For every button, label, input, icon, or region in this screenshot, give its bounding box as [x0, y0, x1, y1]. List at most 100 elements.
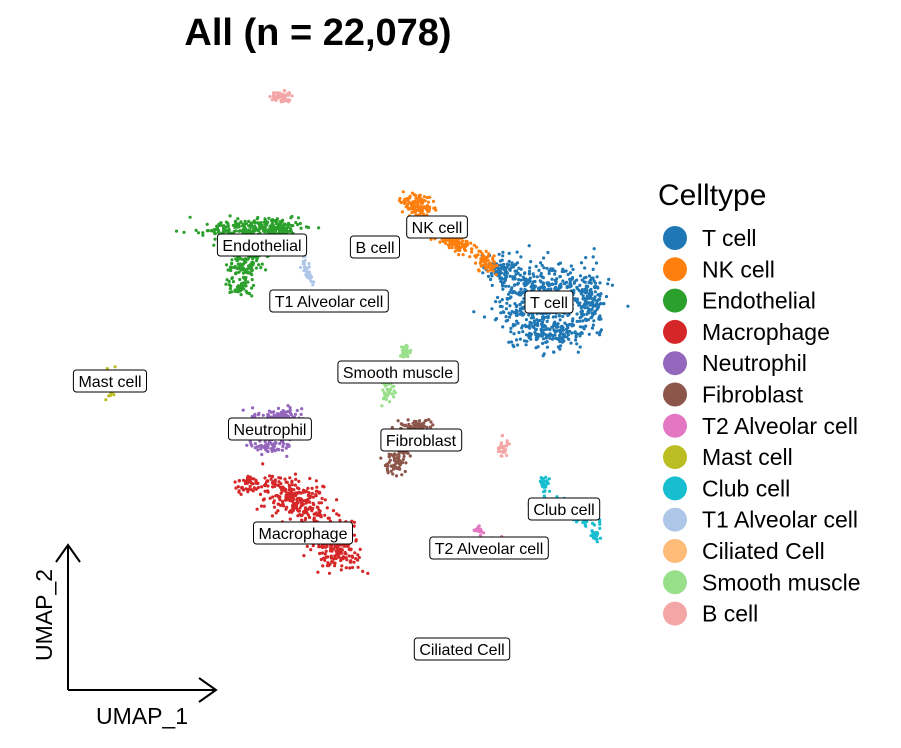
- data-point: [384, 397, 388, 401]
- data-point: [510, 261, 514, 265]
- data-point: [514, 313, 519, 317]
- data-point: [593, 285, 597, 289]
- data-point: [390, 392, 394, 396]
- data-point: [399, 200, 403, 205]
- data-point: [486, 258, 490, 262]
- data-point: [481, 259, 485, 263]
- data-point: [553, 272, 557, 276]
- data-point: [582, 297, 587, 301]
- data-point: [265, 223, 269, 227]
- data-point: [501, 310, 505, 314]
- data-point: [253, 224, 257, 228]
- data-point: [249, 262, 253, 266]
- data-point: [282, 409, 286, 413]
- data-point: [598, 536, 603, 540]
- data-point: [287, 494, 291, 498]
- data-point: [205, 229, 209, 233]
- data-point: [284, 507, 288, 511]
- data-point: [512, 332, 516, 336]
- data-point: [297, 509, 301, 513]
- cluster-label-box: [524, 290, 574, 314]
- data-point: [591, 531, 595, 535]
- data-point: [380, 404, 384, 408]
- data-point: [416, 205, 420, 209]
- data-point: [522, 339, 527, 343]
- data-point: [348, 548, 352, 552]
- data-point: [556, 325, 560, 329]
- data-point: [244, 260, 248, 264]
- data-point: [352, 520, 357, 524]
- data-point: [288, 488, 292, 492]
- data-point: [304, 507, 308, 511]
- data-point: [501, 250, 505, 254]
- data-point: [196, 231, 201, 235]
- data-point: [453, 242, 457, 246]
- legend-label: Neutrophil: [702, 350, 807, 376]
- data-point: [499, 263, 503, 267]
- data-point: [335, 512, 339, 516]
- data-point: [527, 335, 531, 340]
- data-point: [431, 423, 435, 427]
- data-point: [243, 219, 247, 223]
- data-point: [228, 290, 232, 294]
- data-point: [213, 231, 217, 236]
- data-point: [245, 443, 249, 447]
- data-point: [545, 266, 549, 270]
- data-point: [586, 295, 590, 299]
- data-point: [500, 434, 504, 438]
- data-point: [236, 217, 240, 221]
- data-point: [510, 286, 514, 290]
- data-point: [569, 341, 573, 345]
- data-point: [329, 545, 333, 549]
- data-point: [542, 266, 546, 270]
- data-point: [540, 483, 544, 487]
- legend-swatch: [663, 319, 687, 344]
- data-point: [419, 207, 423, 211]
- data-point: [566, 333, 571, 337]
- data-point: [312, 280, 316, 284]
- data-point: [301, 488, 306, 492]
- data-point: [356, 565, 360, 569]
- data-point: [268, 474, 272, 478]
- data-point: [520, 324, 525, 328]
- data-point: [396, 419, 400, 423]
- data-point: [463, 242, 467, 247]
- data-point: [487, 252, 491, 256]
- data-point: [508, 296, 512, 300]
- data-point: [597, 298, 601, 302]
- data-point: [564, 280, 569, 284]
- data-point: [247, 219, 251, 223]
- data-point: [256, 413, 260, 417]
- data-point: [319, 501, 324, 505]
- data-point: [581, 294, 585, 298]
- data-point: [346, 544, 350, 549]
- cluster-label-club-cell: Club cell: [527, 497, 601, 521]
- data-point: [403, 423, 407, 427]
- data-point: [271, 93, 276, 97]
- data-point: [490, 265, 494, 269]
- data-point: [349, 559, 353, 563]
- data-point: [224, 282, 228, 286]
- data-point: [274, 511, 278, 515]
- data-point: [287, 92, 291, 96]
- data-point: [230, 276, 234, 281]
- data-point: [354, 538, 358, 542]
- data-point: [239, 293, 243, 297]
- data-point: [254, 481, 258, 485]
- data-point: [247, 487, 251, 491]
- data-point: [256, 448, 260, 452]
- data-point: [502, 281, 506, 285]
- data-point: [534, 346, 538, 350]
- data-point: [584, 299, 588, 303]
- legend-item-neutrophil: Neutrophil: [663, 350, 807, 376]
- data-point: [231, 280, 235, 284]
- data-point: [337, 555, 341, 559]
- data-point: [587, 318, 591, 322]
- data-point: [531, 272, 535, 276]
- data-point: [201, 233, 205, 237]
- data-point: [589, 290, 594, 294]
- data-point: [574, 338, 578, 342]
- data-point: [280, 448, 284, 452]
- data-point: [259, 226, 263, 230]
- data-point: [463, 248, 468, 253]
